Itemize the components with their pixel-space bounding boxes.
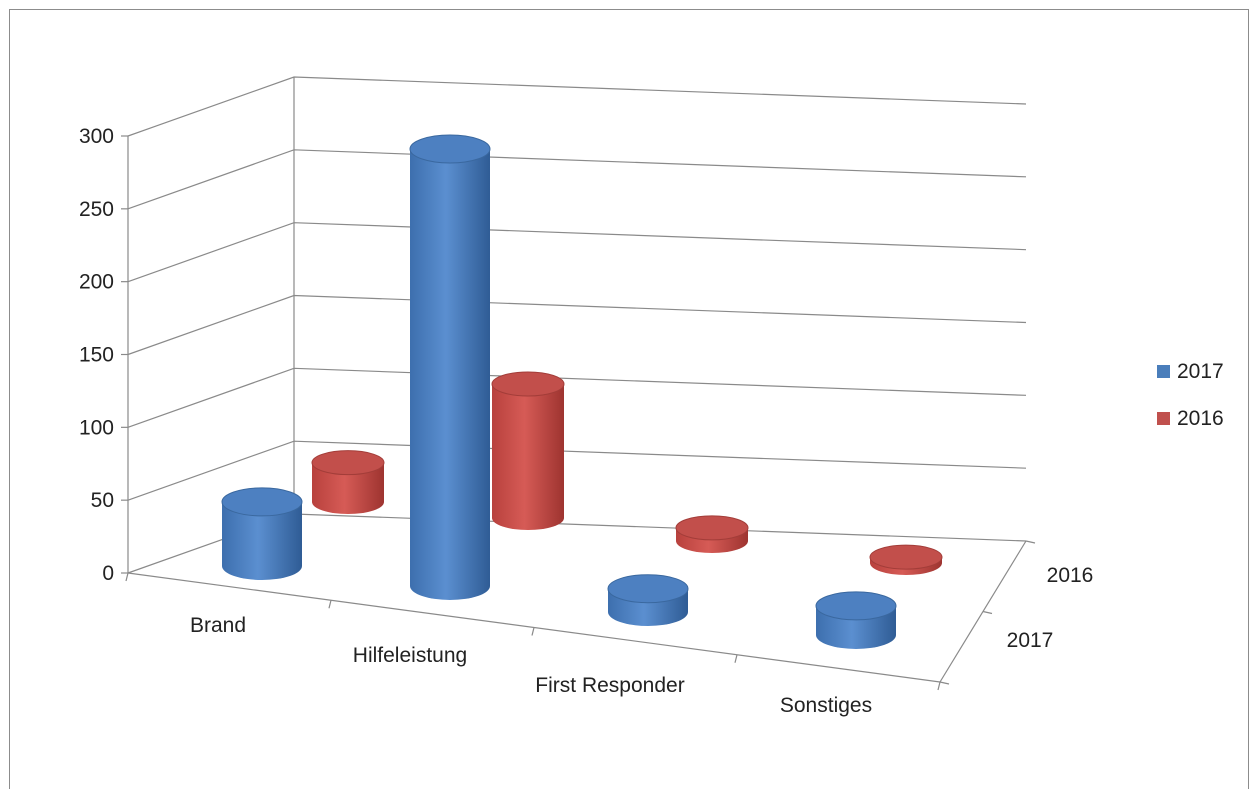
y-tick-label: 150 (79, 344, 114, 367)
cylinder-top (311, 450, 385, 476)
y-tick-label: 0 (102, 562, 114, 585)
gridline-250 (127, 149, 1027, 210)
cylinders (221, 134, 943, 649)
labels: 0 50 100 150 200 250 300 Brand Hilfeleistung Firs… (79, 125, 1093, 717)
cylinder-top (221, 487, 303, 517)
cylinder-2017-first-responder (607, 574, 689, 626)
cylinder-top (815, 591, 897, 621)
cylinder-body (312, 462, 384, 514)
x-tick-label: Sonstiges (780, 694, 872, 717)
cylinder-body (492, 383, 564, 530)
x-tick-mark (531, 627, 535, 636)
x-tick-mark (125, 572, 129, 582)
chart-frame (9, 9, 1249, 789)
cylinder-2017-sonstiges (815, 591, 897, 649)
depth-tick-mark (939, 681, 950, 685)
gridline-200 (127, 222, 1027, 283)
y-tick-label: 200 (79, 271, 114, 294)
legend-label-2017: 2017 (1177, 360, 1224, 383)
legend-swatch-2016 (1157, 412, 1170, 425)
cylinder-top (675, 515, 749, 541)
depth-tick-mark (982, 610, 993, 615)
depth-tick-label: 2017 (1007, 629, 1054, 652)
gridline-150 (127, 294, 1027, 356)
cylinder-top (869, 544, 943, 570)
cylinder-2017-hilfeleistung (409, 134, 491, 600)
y-tick-label: 300 (79, 125, 114, 148)
cylinder-2016-hilfeleistung (491, 371, 565, 530)
x-tick-mark (937, 681, 941, 691)
x-tick-mark (328, 600, 332, 609)
cylinder-top (409, 134, 491, 164)
depth-tick-label: 2016 (1047, 564, 1094, 587)
cylinder-top (491, 371, 565, 397)
gridline-100 (127, 367, 1027, 428)
cylinder-top (607, 574, 689, 604)
y-tick-label: 100 (79, 416, 114, 439)
cylinder-2017-brand (221, 487, 303, 580)
legend-label-2016: 2016 (1177, 407, 1224, 430)
gridline-300 (127, 76, 1027, 137)
depth-tick-mark (1025, 540, 1036, 544)
cylinder-2016-brand (311, 450, 385, 514)
legend-swatch-2017 (1157, 365, 1170, 378)
legend: 2017 2016 (1157, 360, 1224, 430)
x-tick-label: First Responder (535, 674, 684, 697)
x-tick-label: Hilfeleistung (353, 644, 467, 667)
cylinder-2016-sonstiges (869, 544, 943, 575)
x-tick-mark (734, 654, 738, 663)
axes (121, 77, 1036, 691)
x-tick-label: Brand (190, 614, 246, 637)
y-tick-label: 50 (91, 489, 114, 512)
y-tick-label: 250 (79, 198, 114, 221)
cylinder-2016-first-responder (675, 515, 749, 553)
cylinder-body (222, 501, 302, 580)
cylinder-body (410, 149, 490, 600)
